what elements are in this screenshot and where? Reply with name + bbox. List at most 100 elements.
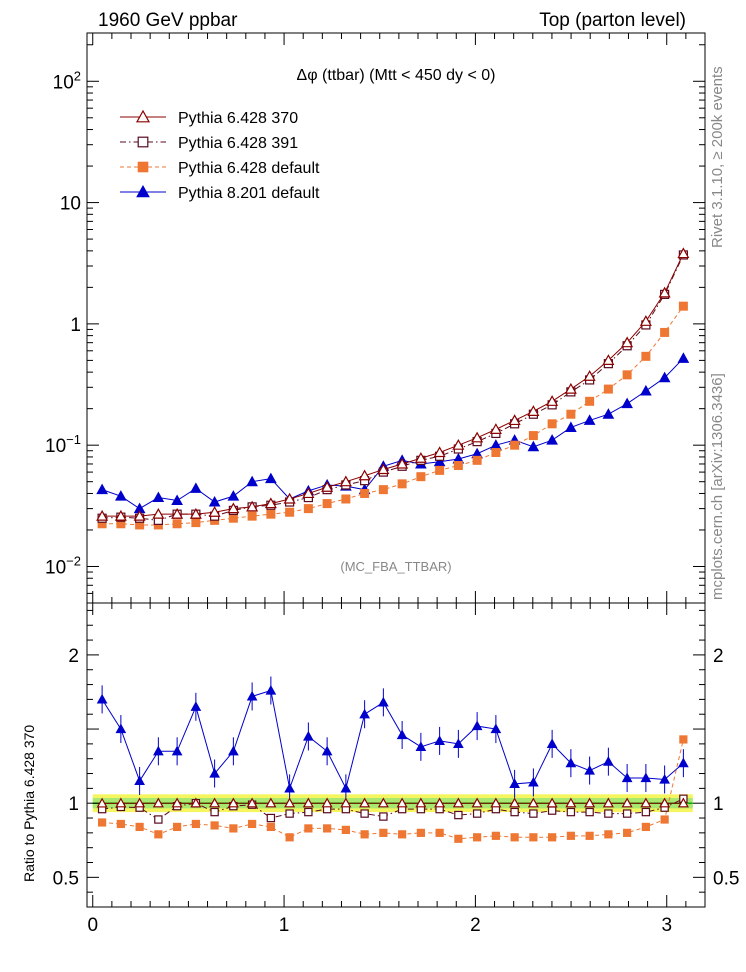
top-point — [471, 431, 484, 443]
ratio-y-axis: 2 2 1 1 0.5 0.5 — [53, 609, 739, 893]
ratio-point — [416, 828, 425, 837]
ratio-point — [454, 834, 463, 843]
ratio-point — [509, 778, 520, 789]
legend-label: Pythia 8.201 default — [178, 185, 320, 202]
ratio-y-tick-label-right: 0.5 — [713, 868, 739, 889]
ratio-point — [548, 833, 557, 842]
ratio-point — [622, 809, 632, 818]
header-right: Top (parton level) — [539, 10, 686, 31]
ratio-point — [471, 797, 483, 808]
ratio-point — [171, 745, 183, 756]
top-point — [247, 511, 257, 521]
x-tick-label: 0 — [87, 915, 98, 936]
ratio-point — [227, 797, 239, 808]
ratio-point — [660, 815, 669, 824]
ratio-point — [584, 765, 595, 775]
ratio-point — [304, 807, 313, 817]
top-point — [508, 414, 521, 426]
ratio-point — [490, 723, 502, 734]
side-mcplots-label: mcplots.cern.ch [arXiv:1306.3436] — [709, 373, 726, 600]
top-point — [341, 494, 351, 504]
top-point — [677, 247, 690, 259]
top-y-axis: 102 10 1 10−1 10−2 — [45, 44, 705, 604]
ratio-point — [285, 833, 294, 842]
top-point — [546, 434, 558, 445]
ratio-point — [153, 745, 164, 756]
top-point — [358, 469, 371, 481]
ratio-y-tick-label-left: 2 — [68, 646, 79, 667]
top-point — [208, 506, 221, 517]
ratio-point — [210, 807, 219, 817]
top-point — [190, 482, 202, 493]
top-point — [565, 421, 577, 432]
legend: Pythia 6.428 370 Pythia 6.428 391 Pythia 6… — [120, 109, 320, 202]
ratio-point — [677, 797, 689, 808]
top-point — [264, 497, 277, 509]
legend-marker — [137, 136, 149, 148]
ratio-point — [678, 757, 689, 768]
ratio-point — [659, 773, 670, 784]
ratio-point — [378, 696, 389, 707]
top-point — [265, 472, 277, 484]
ratio-point — [154, 830, 163, 839]
ratio-point — [510, 807, 519, 817]
top-point — [433, 446, 446, 458]
top-point — [453, 460, 463, 470]
ratio-point — [115, 797, 127, 808]
ratio-point — [546, 738, 558, 748]
top-point — [658, 371, 671, 383]
legend-label: Pythia 6.428 default — [178, 160, 320, 177]
ratio-point — [452, 797, 464, 808]
x-tick-label: 3 — [661, 915, 672, 936]
ratio-point — [321, 745, 333, 756]
ratio-point — [546, 797, 558, 808]
ratio-point — [565, 797, 577, 808]
side-rivet-label: Rivet 3.1.10, ≥ 200k events — [709, 66, 726, 248]
ratio-point — [565, 757, 577, 768]
top-y-tick-label: 10 — [60, 194, 81, 215]
ratio-point — [304, 824, 313, 833]
ratio-point — [321, 797, 333, 808]
ratio-point — [228, 745, 239, 756]
ratio-y-tick-label-right: 1 — [713, 794, 724, 815]
top-point — [564, 382, 577, 394]
top-point — [566, 409, 576, 419]
ratio-point — [415, 797, 427, 808]
top-point — [96, 509, 109, 521]
top-point — [360, 488, 370, 498]
ratio-point — [584, 797, 596, 808]
top-point — [527, 440, 540, 452]
top-series-line — [102, 254, 684, 521]
ratio-point — [98, 818, 107, 827]
top-point — [322, 499, 332, 509]
ratio-point — [266, 813, 276, 823]
ratio-series-line — [101, 689, 684, 791]
top-point — [621, 397, 633, 409]
top-point — [602, 354, 615, 365]
top-point — [640, 384, 652, 396]
ratio-series-layer — [96, 676, 689, 843]
top-point — [622, 370, 632, 380]
ratio-point — [396, 729, 408, 740]
ratio-point — [323, 824, 332, 833]
ratio-point — [604, 809, 613, 818]
ratio-point — [284, 782, 295, 793]
top-point — [208, 495, 221, 507]
ratio-point — [435, 828, 444, 837]
ratio-point — [453, 738, 464, 748]
ratio-point — [566, 807, 576, 817]
top-point — [378, 485, 388, 495]
top-point — [416, 472, 426, 482]
top-point — [339, 475, 352, 487]
ratio-point — [471, 720, 483, 731]
ratio-point — [134, 797, 146, 808]
ratio-point — [623, 828, 632, 837]
top-point — [228, 513, 238, 523]
watermark: (MC_FBA_TTBAR) — [340, 559, 451, 574]
top-point — [397, 479, 407, 489]
top-point — [321, 481, 334, 492]
ratio-point — [603, 756, 614, 766]
top-y-tick-label: 10−1 — [45, 432, 81, 457]
legend-label: Pythia 6.428 370 — [178, 110, 298, 127]
top-point — [171, 494, 183, 505]
